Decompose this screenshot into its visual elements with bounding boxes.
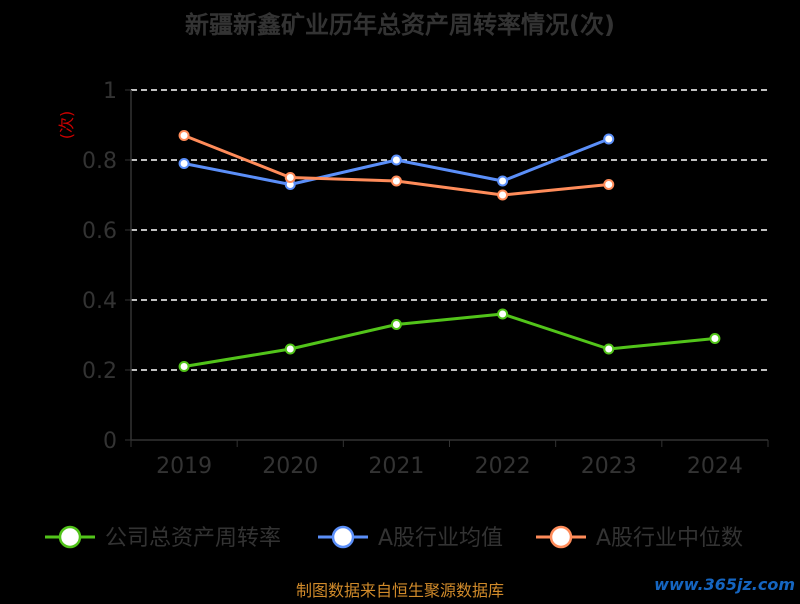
data-point (390, 175, 402, 187)
watermark: www.365jz.com (654, 575, 795, 594)
x-tick-label: 2019 (156, 454, 212, 479)
axes: 0 0.2 0.4 0.6 0.8 1 2019 2020 2021 2022 2023 2024 (82, 79, 769, 479)
data-point (390, 319, 402, 330)
data-point (178, 361, 190, 372)
legend-marker (549, 525, 573, 549)
legend-label: A股行业均值 (378, 526, 503, 551)
y-tick-label: 0.2 (82, 359, 117, 384)
gridlines (131, 89, 768, 371)
data-point (603, 343, 615, 355)
data-point (178, 158, 190, 169)
legend-item[interactable]: A股行业均值 (318, 525, 503, 551)
data-point (497, 175, 509, 187)
y-tick-label: 0.6 (82, 219, 117, 244)
y-tick-label: 0.8 (82, 149, 117, 174)
data-point (284, 343, 296, 355)
source-note: 制图数据来自恒生聚源数据库 (296, 581, 504, 600)
chart-title: 新疆新鑫矿业历年总资产周转率情况(次) (185, 11, 615, 39)
series-1 (178, 133, 615, 190)
legend-marker (58, 525, 82, 549)
y-axis-label: (次) (57, 111, 76, 140)
series-lines (178, 130, 721, 372)
data-point (603, 133, 615, 145)
x-tick-label: 2024 (687, 454, 743, 479)
legend: 公司总资产周转率 A股行业均值 A股行业中位数 (45, 525, 743, 551)
data-point (709, 333, 721, 344)
y-tick-label: 0.4 (82, 289, 117, 314)
data-point (497, 189, 509, 201)
series-0 (178, 308, 721, 372)
x-tick-label: 2021 (368, 454, 424, 479)
legend-item[interactable]: 公司总资产周转率 (45, 525, 281, 551)
data-point (603, 179, 615, 190)
data-point (390, 154, 402, 166)
y-tick-label: 0 (103, 429, 117, 454)
legend-marker (331, 525, 355, 549)
data-point (497, 308, 509, 320)
data-point (178, 130, 190, 141)
x-tick-label: 2023 (581, 454, 637, 479)
data-point (284, 172, 296, 183)
y-tick-label: 1 (103, 79, 117, 104)
legend-label: 公司总资产周转率 (105, 526, 281, 551)
legend-label: A股行业中位数 (596, 526, 743, 551)
series-line (183, 312, 716, 368)
x-tick-label: 2022 (475, 454, 531, 479)
legend-item[interactable]: A股行业中位数 (536, 525, 743, 551)
x-tick-label: 2020 (262, 454, 318, 479)
series-2 (178, 130, 615, 201)
